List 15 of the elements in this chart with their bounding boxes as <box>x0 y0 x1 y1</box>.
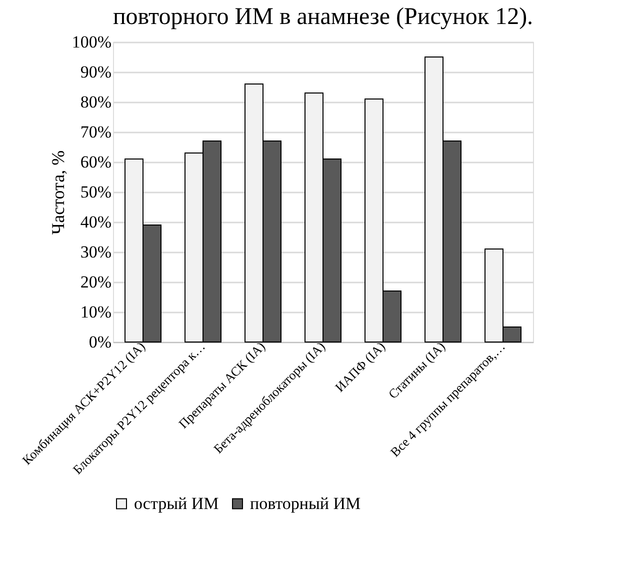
y-tick-label: 50% <box>80 182 112 202</box>
legend-label: острый ИМ <box>134 494 219 513</box>
y-tick-label: 0% <box>88 332 112 352</box>
y-tick-label: 40% <box>80 212 112 232</box>
y-axis-title: Частота, % <box>48 150 68 235</box>
text: повторного ИМ в анамнезе (Рисунок 12). <box>112 4 534 30</box>
legend-label: повторный ИМ <box>250 494 361 513</box>
y-tick-label: 60% <box>80 152 112 172</box>
y-tick-label: 90% <box>80 62 112 82</box>
y-tick-label: 100% <box>72 32 112 52</box>
y-tick-label: 30% <box>80 242 112 262</box>
y-tick-label: 80% <box>80 92 112 112</box>
y-tick-label: 10% <box>80 302 112 322</box>
y-tick-label: 20% <box>80 272 112 292</box>
y-tick-label: 70% <box>80 122 112 142</box>
